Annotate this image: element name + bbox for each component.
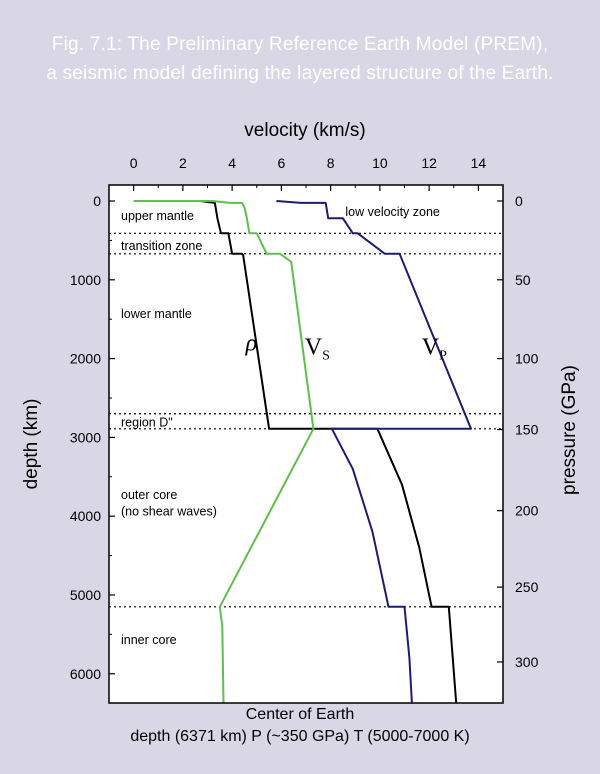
y-tick-label-0: 0 — [93, 193, 101, 209]
center-of-earth-label: Center of Earth — [245, 706, 355, 723]
x-tick-label-10: 10 — [372, 155, 388, 171]
series-line-rho — [158, 200, 458, 704]
caption-line-1: Fig. 7.1: The Preliminary Reference Eart… — [51, 34, 549, 55]
x-tick-label-2: 2 — [179, 155, 187, 171]
x-tick-label-14: 14 — [471, 155, 487, 171]
axes-layer: 0 2 4 6 8 10 12 14 0 1000 2000 3000 4000 5000 6000 0 50 1… — [21, 120, 580, 704]
series-subscript-vp: P — [439, 349, 447, 364]
series-label-vp: VP — [422, 335, 447, 364]
y-tick-label-4000: 4000 — [70, 508, 101, 524]
zone-label-inner-core: inner core — [121, 633, 177, 647]
low-velocity-zone-label: low velocity zone — [345, 205, 440, 219]
y-axis-label: depth (km) — [21, 399, 42, 490]
y2-axis-label: pressure (GPa) — [559, 365, 580, 495]
zone-label-region-d: region D" — [121, 416, 173, 430]
y2-tick-label-0: 0 — [515, 193, 523, 209]
y-tick-label-2000: 2000 — [70, 351, 101, 367]
y2-tick-label-300: 300 — [515, 654, 539, 670]
series-name-vs: V — [305, 335, 323, 361]
caption-line-2: a seismic model defining the layered str… — [46, 63, 554, 84]
y2-tick-label-200: 200 — [515, 503, 539, 519]
center-conditions-label: depth (6371 km) P (~350 GPa) T (5000-700… — [130, 728, 470, 745]
figure-caption: Fig. 7.1: The Preliminary Reference Eart… — [0, 30, 600, 88]
series-layer — [133, 200, 472, 704]
series-label-rho: ρ — [245, 331, 258, 357]
series-label-vs: VS — [305, 335, 330, 364]
series-name-vp: V — [422, 335, 440, 361]
y-tick-label-5000: 5000 — [70, 587, 101, 603]
x-axis-label: velocity (km/s) — [244, 120, 365, 141]
y-tick-label-1000: 1000 — [70, 272, 101, 288]
zone-label-lower-mantle: lower mantle — [121, 307, 192, 321]
zone-label-transition-zone: transition zone — [121, 239, 202, 253]
zone-label-no-shear-waves: (no shear waves) — [121, 505, 217, 519]
x-tick-label-8: 8 — [327, 155, 335, 171]
y2-tick-label-100: 100 — [515, 351, 539, 367]
y-tick-label-3000: 3000 — [70, 429, 101, 445]
x-tick-label-4: 4 — [228, 155, 236, 171]
y2-tick-label-250: 250 — [515, 579, 539, 595]
zone-label-outer-core: outer core — [121, 488, 177, 502]
series-name-rho: ρ — [245, 331, 258, 357]
x-tick-label-6: 6 — [277, 155, 285, 171]
series-line-vp — [276, 200, 472, 704]
y2-tick-label-150: 150 — [515, 422, 539, 438]
series-subscript-vs: S — [322, 349, 330, 364]
footer: Center of Earth depth (6371 km) P (~350 … — [0, 704, 600, 748]
x-tick-label-12: 12 — [421, 155, 437, 171]
y-tick-label-6000: 6000 — [70, 666, 101, 682]
series-line-vs — [133, 200, 315, 704]
y2-tick-label-50: 50 — [515, 272, 531, 288]
zone-label-upper-mantle: upper mantle — [121, 209, 194, 223]
x-tick-label-0: 0 — [130, 155, 138, 171]
